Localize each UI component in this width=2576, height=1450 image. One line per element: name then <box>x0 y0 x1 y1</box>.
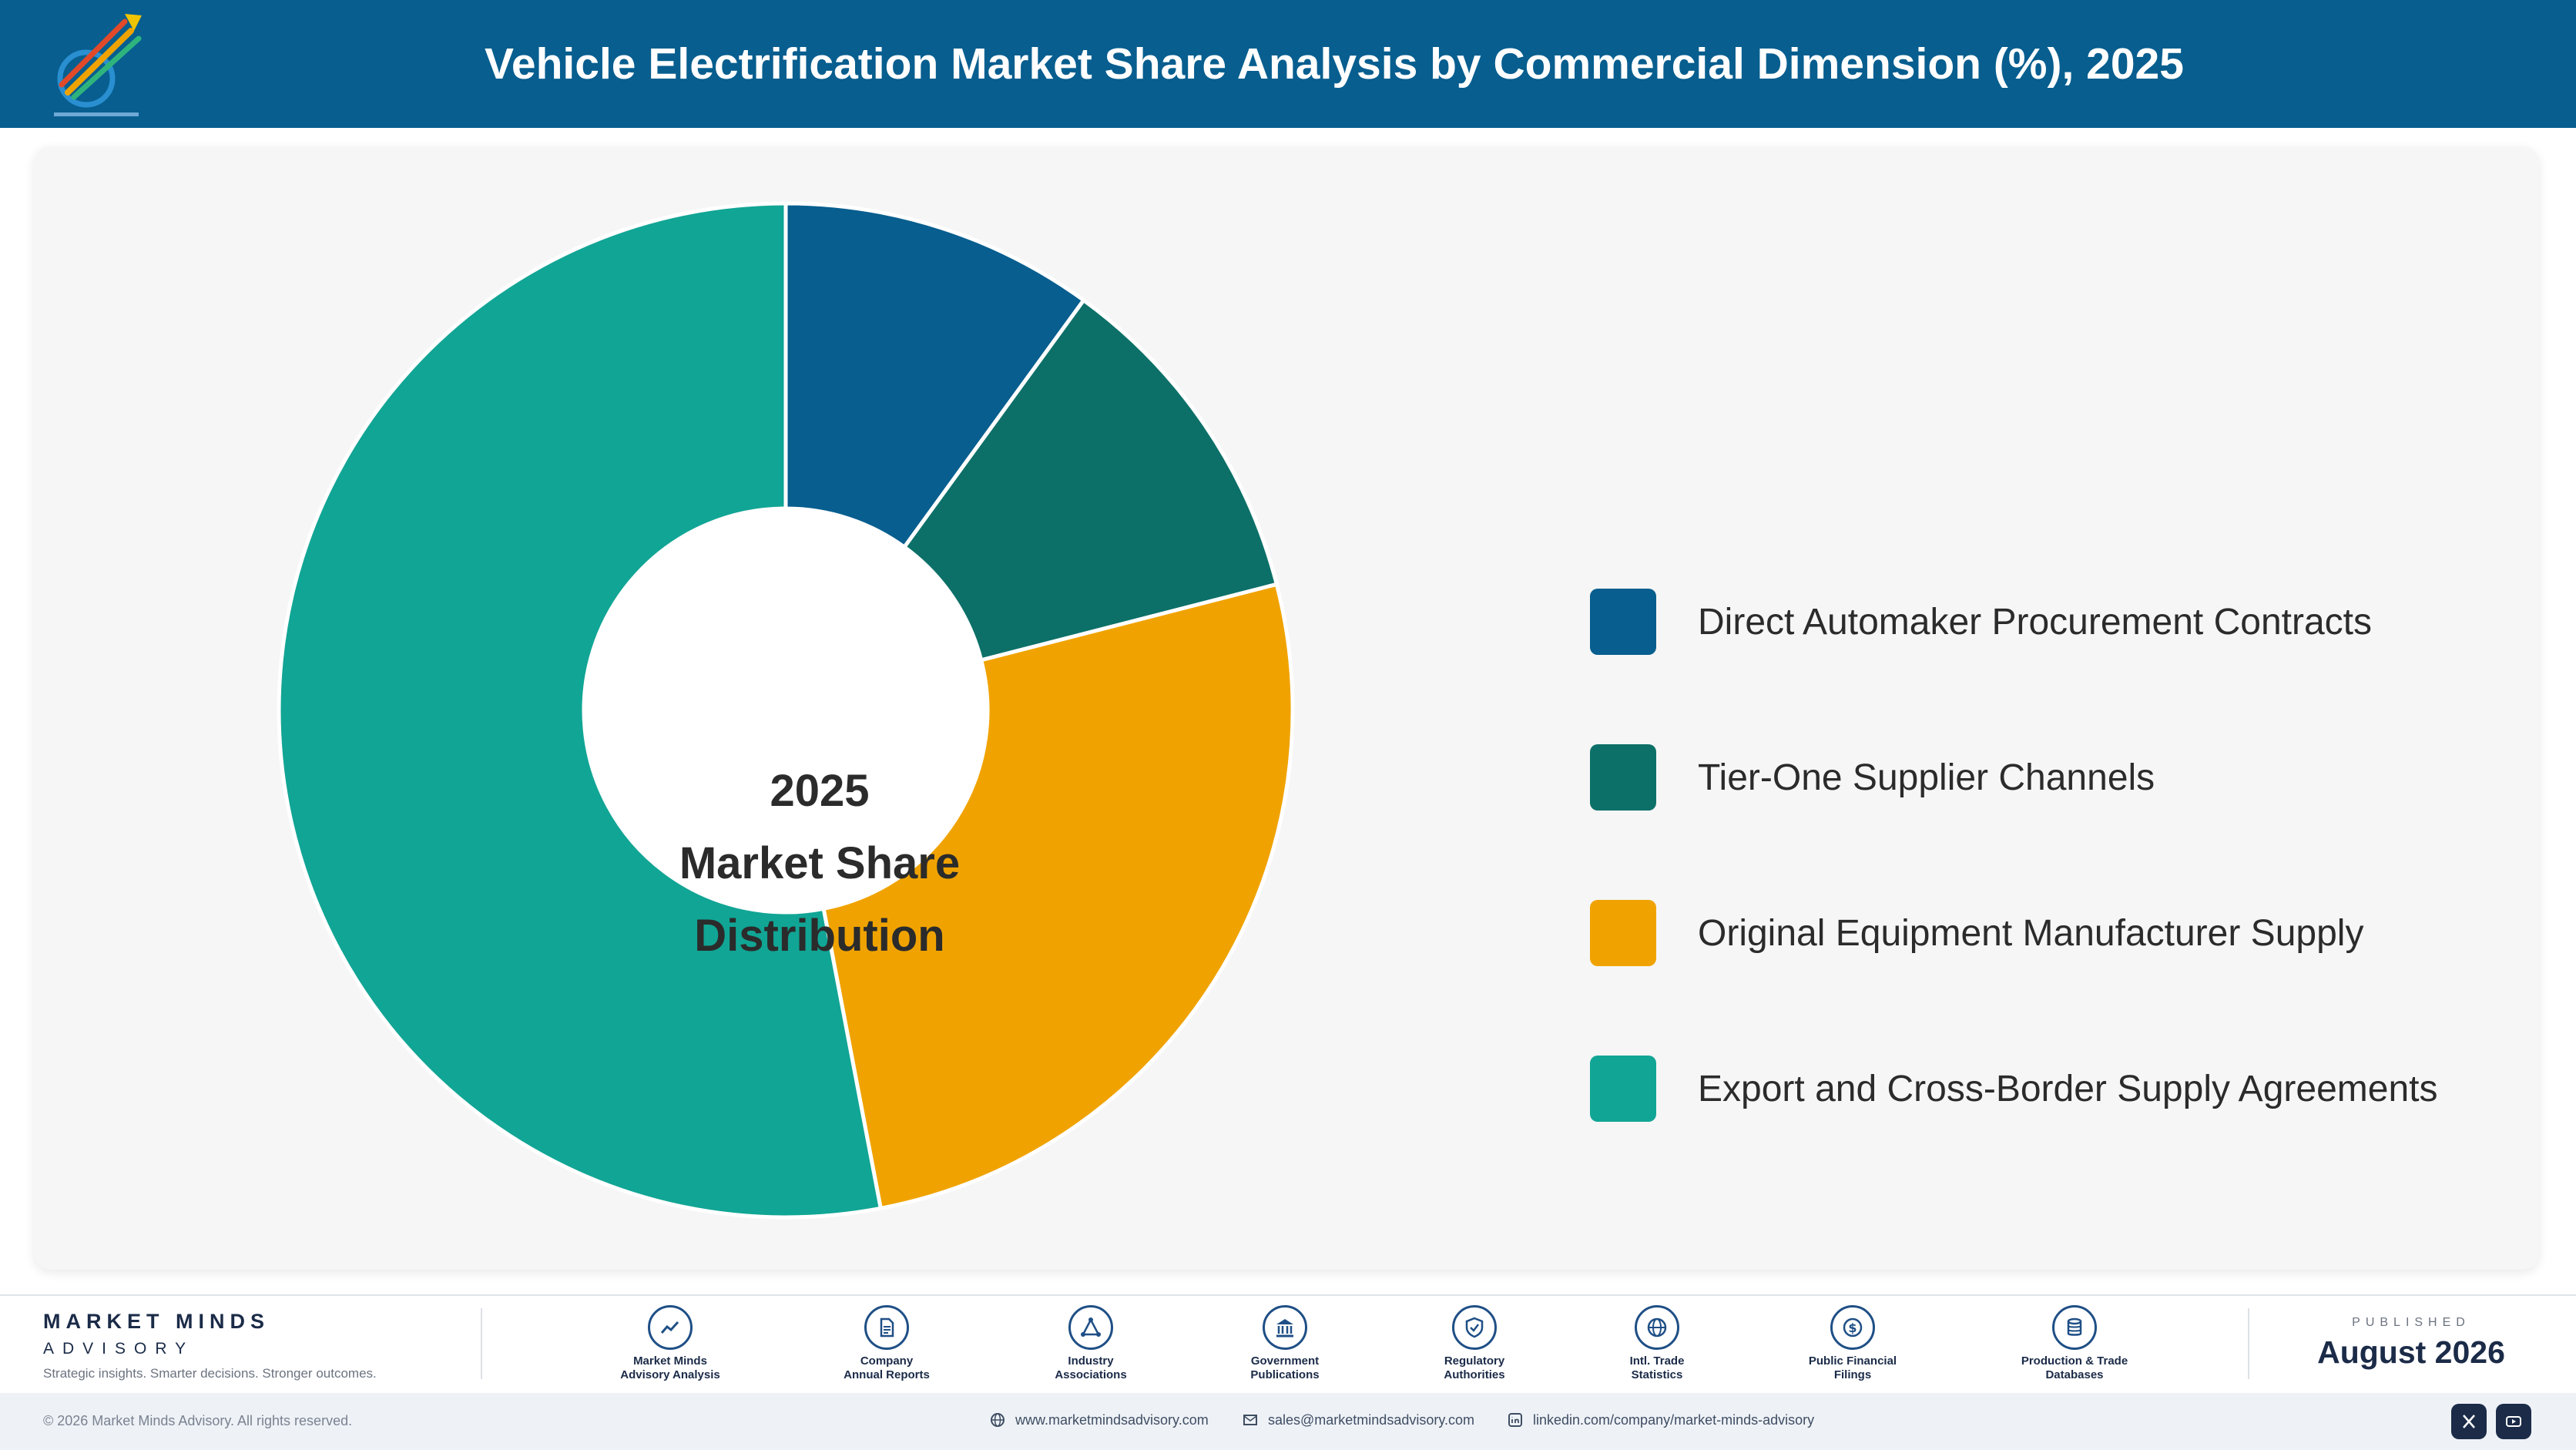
source-item: Regulatory Authorities <box>1397 1305 1551 1382</box>
legend-item: Original Equipment Manufacturer Supply <box>1590 900 2437 966</box>
legend-label: Original Equipment Manufacturer Supply <box>1698 912 2364 954</box>
source-item: Industry Associations <box>1014 1305 1168 1382</box>
page-title: Vehicle Electrification Market Share Ana… <box>485 39 2184 89</box>
youtube-icon <box>2506 1416 2521 1427</box>
source-label: Company Annual Reports <box>844 1354 930 1381</box>
source-item: Market Minds Advisory Analysis <box>593 1305 747 1382</box>
legend-item: Tier-One Supplier Channels <box>1590 744 2437 811</box>
dollar-coin-icon: $ <box>1830 1305 1875 1350</box>
government-building-icon <box>1263 1305 1307 1350</box>
company-logo <box>54 14 142 116</box>
linkedin-icon <box>1508 1413 1522 1427</box>
youtube-social-button[interactable] <box>2496 1404 2531 1439</box>
footer-contact-bar: © 2026 Market Minds Advisory. All rights… <box>0 1393 2576 1450</box>
donut-slice <box>277 201 884 1220</box>
source-label: Regulatory Authorities <box>1444 1354 1505 1381</box>
source-item: Company Annual Reports <box>810 1305 964 1382</box>
published-block: PUBLISHED August 2026 <box>2249 1316 2573 1371</box>
x-social-button[interactable] <box>2451 1404 2487 1439</box>
globe-icon <box>991 1413 1005 1427</box>
legend-item: Direct Automaker Procurement Contracts <box>1590 589 2437 655</box>
chart-legend: Direct Automaker Procurement Contracts T… <box>1590 589 2437 1211</box>
divider <box>481 1308 482 1379</box>
source-label: Industry Associations <box>1055 1354 1127 1381</box>
legend-item: Export and Cross-Border Supply Agreement… <box>1590 1056 2437 1122</box>
brand-tagline: Strategic insights. Smarter decisions. S… <box>43 1366 377 1381</box>
chart-card: 2025 Market Share Distribution Direct Au… <box>34 146 2539 1270</box>
center-label-line3: Distribution <box>694 911 945 961</box>
source-item: Government Publications <box>1208 1305 1362 1382</box>
donut-center-label: 2025 Market Share Distribution <box>627 755 1012 972</box>
brand-name: MARKET MINDS <box>43 1310 270 1333</box>
email-text[interactable]: sales@marketmindsadvisory.com <box>1268 1411 1475 1428</box>
source-label: Public Financial Filings <box>1808 1354 1897 1381</box>
header-bar: Vehicle Electrification Market Share Ana… <box>0 0 2576 128</box>
database-icon <box>2052 1305 2097 1350</box>
divider <box>2248 1308 2249 1379</box>
network-icon <box>1068 1305 1113 1350</box>
published-label: PUBLISHED <box>2352 1316 2470 1329</box>
website-link[interactable]: www.marketmindsadvisory.com <box>989 1411 1209 1428</box>
email-link[interactable]: sales@marketmindsadvisory.com <box>1242 1411 1474 1428</box>
source-label: Production & Trade Databases <box>2021 1354 2128 1381</box>
footer: MARKET MINDS ADVISORY Strategic insights… <box>0 1294 2576 1450</box>
legend-label: Tier-One Supplier Channels <box>1698 757 2155 798</box>
linkedin-link[interactable]: linkedin.com/company/market-minds-adviso… <box>1507 1411 1814 1428</box>
linkedin-text[interactable]: linkedin.com/company/market-minds-adviso… <box>1533 1411 1815 1428</box>
source-item: $ Public Financial Filings <box>1776 1305 1930 1382</box>
donut-chart <box>277 201 1295 1220</box>
donut-slice <box>901 297 1280 663</box>
legend-swatch <box>1590 1056 1656 1122</box>
source-item: Production & Trade Databases <box>1997 1305 2152 1382</box>
source-item: Intl. Trade Statistics <box>1580 1305 1734 1382</box>
donut-hole <box>584 509 988 912</box>
source-label: Intl. Trade Statistics <box>1629 1354 1685 1381</box>
legend-swatch <box>1590 900 1656 966</box>
brand-subtitle: ADVISORY <box>43 1340 195 1358</box>
center-label-year: 2025 <box>770 766 870 816</box>
published-date: August 2026 <box>2317 1334 2505 1370</box>
trend-line-icon <box>648 1305 693 1350</box>
source-label: Market Minds Advisory Analysis <box>620 1354 720 1381</box>
mail-icon <box>1243 1415 1257 1425</box>
legend-label: Export and Cross-Border Supply Agreement… <box>1698 1068 2438 1109</box>
footer-sources-bar: MARKET MINDS ADVISORY Strategic insights… <box>0 1294 2576 1393</box>
footer-brand: MARKET MINDS ADVISORY Strategic insights… <box>43 1310 377 1381</box>
globe-icon <box>1635 1305 1679 1350</box>
svg-text:$: $ <box>1848 1321 1857 1335</box>
center-label-line2: Market Share <box>679 838 961 888</box>
shield-check-icon <box>1452 1305 1497 1350</box>
legend-swatch <box>1590 589 1656 655</box>
legend-swatch <box>1590 744 1656 811</box>
copyright-text: © 2026 Market Minds Advisory. All rights… <box>43 1413 353 1428</box>
website-text[interactable]: www.marketmindsadvisory.com <box>1015 1411 1209 1428</box>
x-icon <box>2463 1415 2475 1428</box>
source-label: Government Publications <box>1250 1354 1320 1381</box>
document-icon <box>864 1305 909 1350</box>
legend-label: Direct Automaker Procurement Contracts <box>1698 601 2372 643</box>
